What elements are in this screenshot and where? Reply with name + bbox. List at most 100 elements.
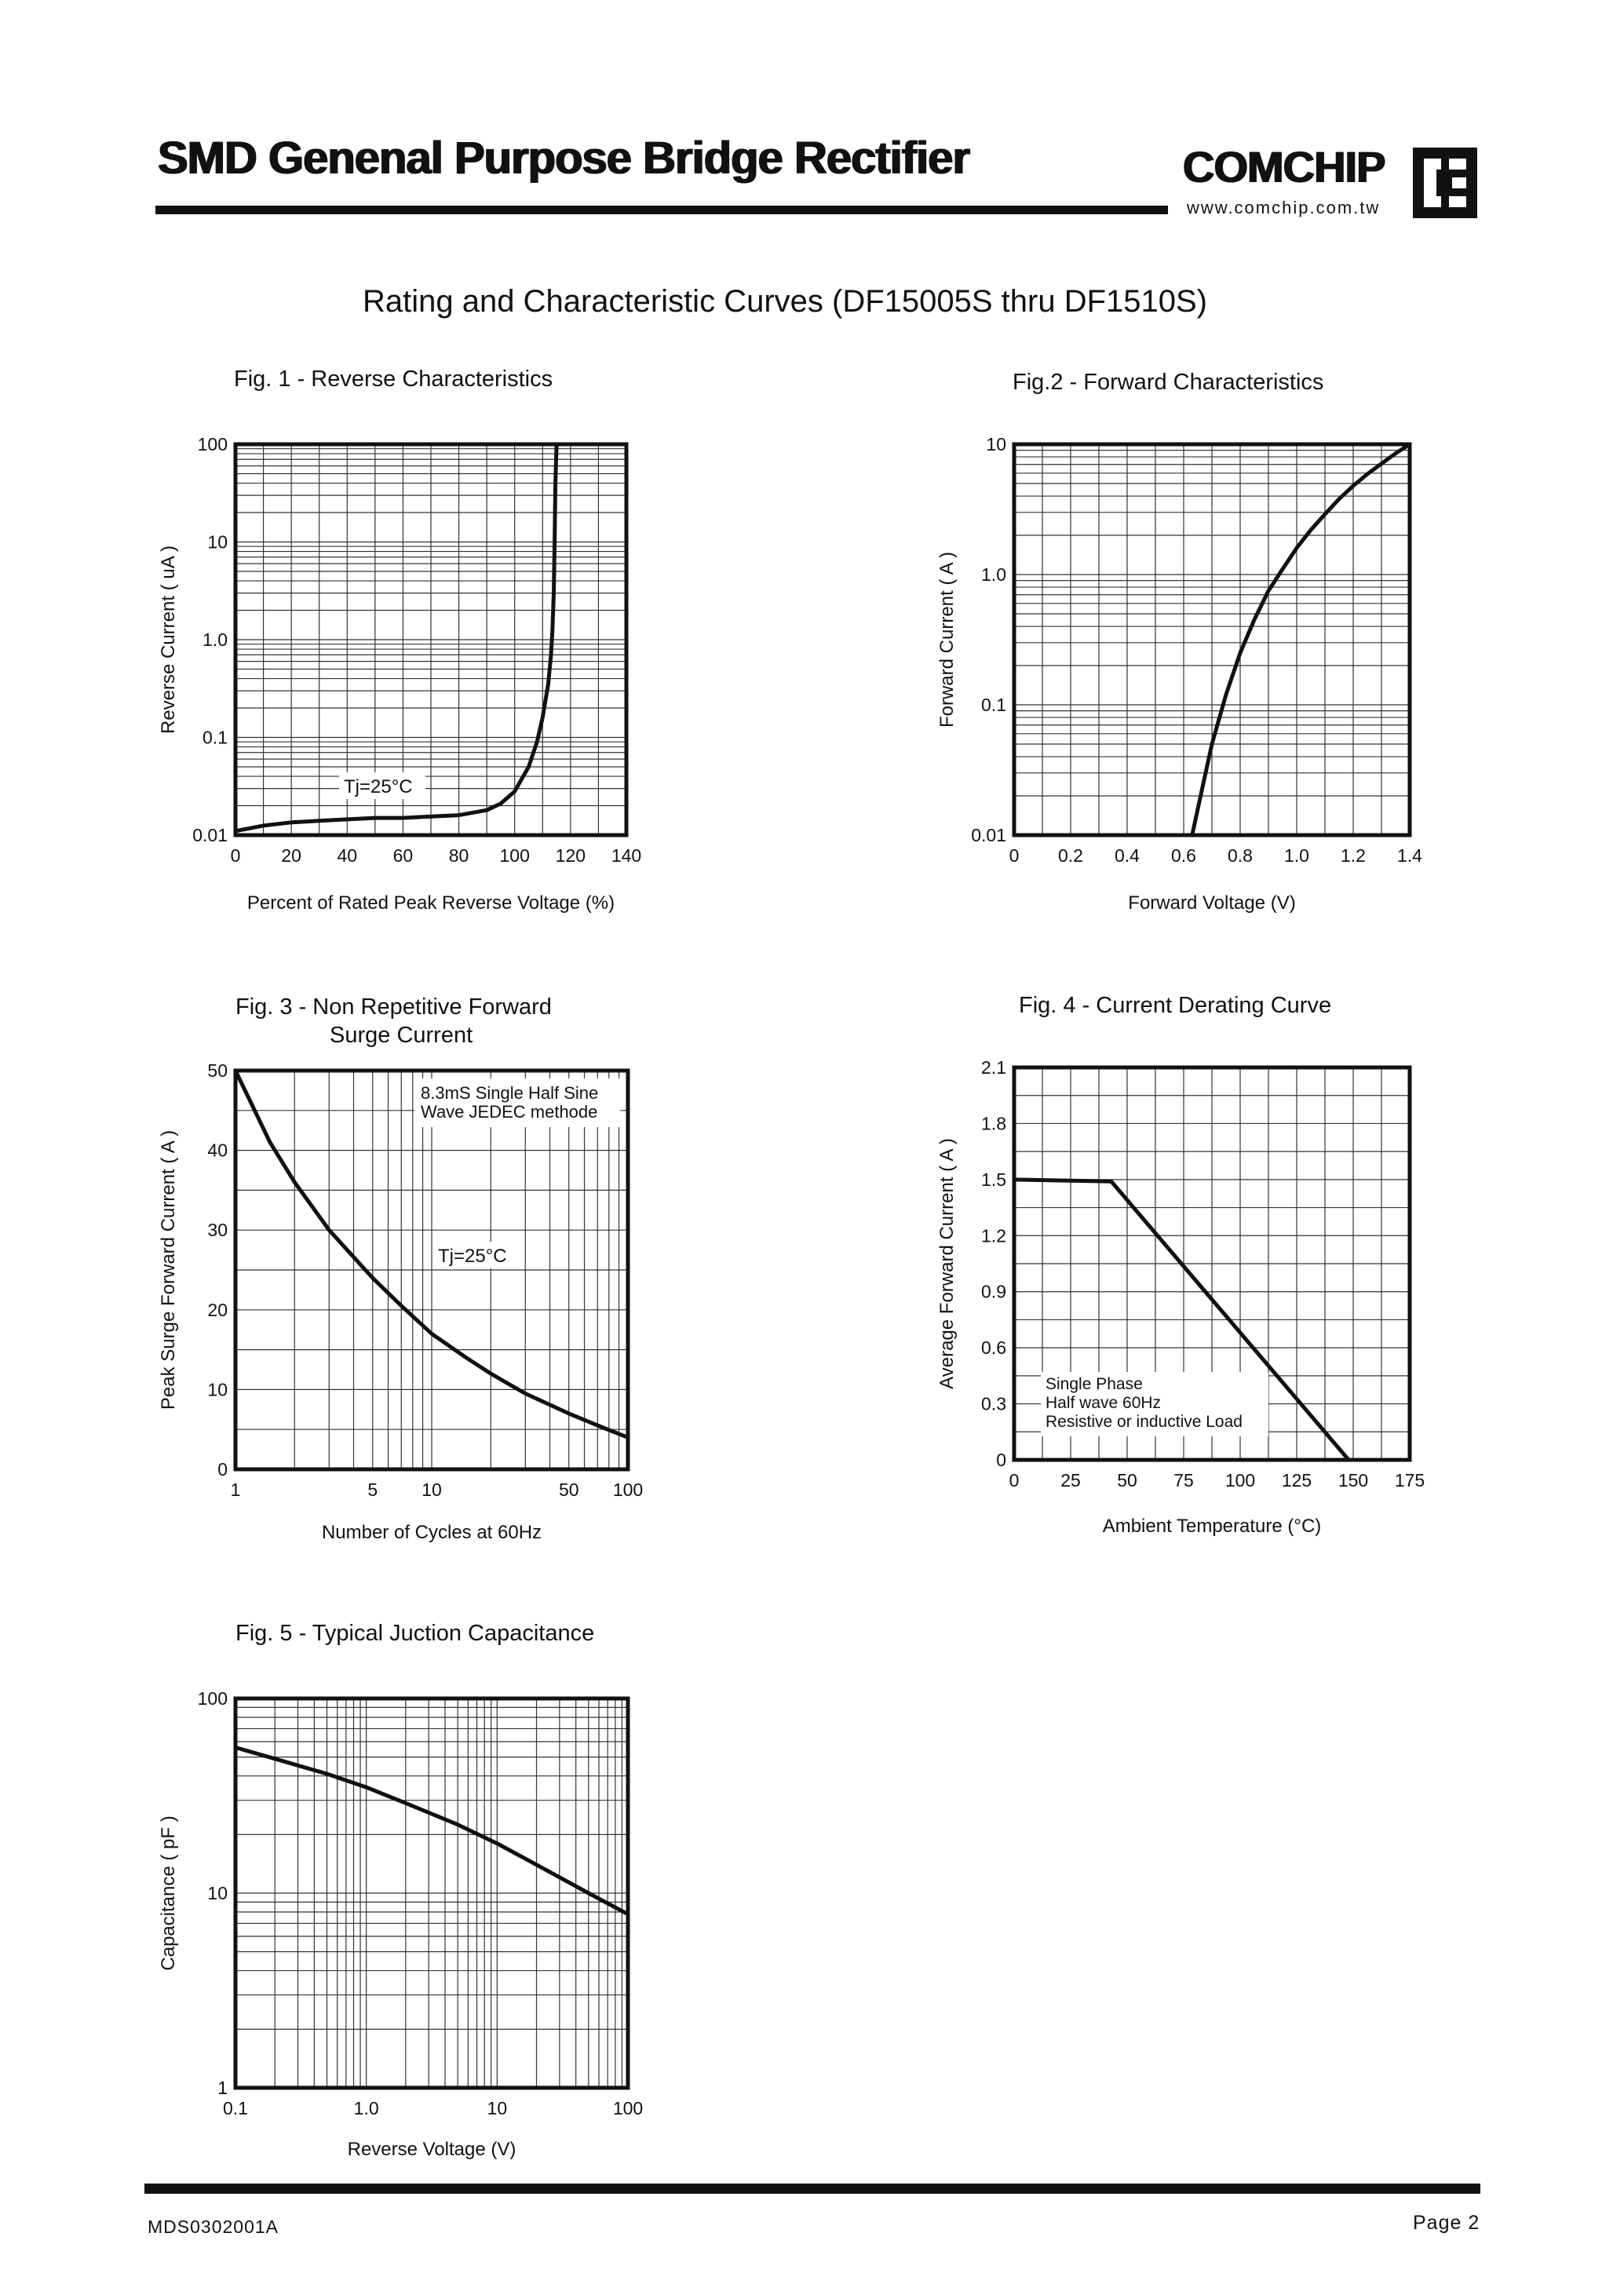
fig2-ytick-label: 0.1 xyxy=(981,695,1006,715)
document-title: SMD Genenal Purpose Bridge Rectifier xyxy=(157,133,969,184)
fig1-xtick-label: 0 xyxy=(231,845,241,866)
footer-rule xyxy=(144,2184,1480,2194)
fig3-ytick-label: 20 xyxy=(207,1300,228,1320)
fig1-ytick-label: 0.1 xyxy=(203,728,228,748)
fig5-ylabel: Capacitance ( pF ) xyxy=(158,1815,179,1970)
fig2-xtick-label: 1.4 xyxy=(1397,845,1422,866)
fig3-title: Fig. 3 - Non Repetitive Forward xyxy=(235,994,552,1020)
fig3-annotation-bg xyxy=(414,1078,620,1127)
fig4-frame xyxy=(1012,1065,1412,1462)
fig2-xtick-label: 0.2 xyxy=(1058,845,1083,866)
fig2-frame xyxy=(1012,442,1412,837)
fig3-ytick-label: 50 xyxy=(207,1060,228,1081)
fig4-xtick-label: 25 xyxy=(1060,1470,1081,1490)
fig3-annotation-line2: Wave JEDEC methode xyxy=(421,1102,597,1122)
fig1-grid xyxy=(235,443,627,836)
fig5-ytick-label: 1 xyxy=(217,2078,228,2098)
fig5-xtick-label: 10 xyxy=(487,2098,508,2118)
fig1-xtick-label: 60 xyxy=(393,845,414,866)
fig4-xtick-label: 75 xyxy=(1173,1470,1194,1490)
fig3-annotation-tj-bg xyxy=(433,1242,520,1268)
fig5-grid xyxy=(235,1698,629,2089)
fig1-title: Fig. 1 - Reverse Characteristics xyxy=(234,367,553,392)
page-number: Page 2 xyxy=(1413,2212,1480,2234)
fig4-xtick-label: 175 xyxy=(1395,1470,1425,1490)
fig3-xtick-label: 50 xyxy=(559,1480,579,1500)
fig2-xtick-label: 0.6 xyxy=(1171,845,1196,866)
fig4-xtick-label: 100 xyxy=(1225,1470,1255,1490)
fig4-xtick-label: 125 xyxy=(1282,1470,1312,1490)
comchip-ce-logo-icon xyxy=(1413,148,1477,218)
fig4-ytick-label: 2.1 xyxy=(981,1057,1006,1078)
fig5-ytick-label: 10 xyxy=(207,1883,228,1903)
fig2-xtick-label: 0.8 xyxy=(1228,845,1253,866)
fig3-ylabel: Peak Surge Forward Current ( A ) xyxy=(158,1130,179,1410)
fig1-ytick-label: 0.01 xyxy=(192,825,228,845)
fig4-title: Fig. 4 - Current Derating Curve xyxy=(1019,993,1331,1018)
fig1-ytick-label: 100 xyxy=(198,434,228,454)
fig5-frame xyxy=(233,1696,630,2090)
fig1-xtick-label: 120 xyxy=(556,845,586,866)
fig4-xtick-label: 150 xyxy=(1338,1470,1368,1490)
fig2-title: Fig.2 - Forward Characteristics xyxy=(1013,370,1323,395)
fig2-chart: Fig.2 - Forward Characteristics 0 0.2 0.4 0.… xyxy=(936,370,1422,914)
fig4-ytick-label: 1.5 xyxy=(981,1169,1006,1190)
fig1-annotation-tj: Tj=25°C xyxy=(344,776,413,797)
fig3-ytick-label: 10 xyxy=(207,1379,228,1399)
fig4-annotation-line1: Single Phase xyxy=(1046,1375,1143,1393)
page-heading: Rating and Characteristic Curves (DF1500… xyxy=(362,284,1208,319)
fig1-xtick-label: 140 xyxy=(611,845,641,866)
fig4-xtick-label: 50 xyxy=(1117,1470,1137,1490)
fig1-xtick-label: 20 xyxy=(281,845,301,866)
fig4-ytick-label: 1.8 xyxy=(981,1113,1006,1133)
fig4-series-line xyxy=(1013,1177,1351,1461)
fig4-ytick-label: 0.6 xyxy=(981,1337,1006,1358)
header-rule xyxy=(155,206,1168,214)
fig5-ytick-label: 100 xyxy=(198,1688,228,1709)
fig3-series-line xyxy=(233,1069,629,1439)
fig5-title: Fig. 5 - Typical Juction Capacitance xyxy=(235,1621,594,1646)
fig5-xtick-label: 0.1 xyxy=(223,2098,248,2118)
brand-name: COMCHIP xyxy=(1182,142,1385,192)
fig4-ytick-label: 0.3 xyxy=(981,1394,1006,1414)
fig3-annotation-tj: Tj=25°C xyxy=(438,1246,507,1267)
fig3-chart: Fig. 3 - Non Repetitive Forward Surge Cur… xyxy=(158,994,643,1543)
fig3-grid xyxy=(235,1070,629,1470)
fig3-annotation-line1: 8.3mS Single Half Sine xyxy=(421,1083,598,1103)
fig1-ytick-label: 1.0 xyxy=(203,629,228,650)
fig4-ytick-label: 0 xyxy=(996,1450,1006,1470)
fig5-xtick-label: 1.0 xyxy=(354,2098,379,2118)
fig4-ytick-label: 0.9 xyxy=(981,1282,1006,1302)
fig2-ytick-label: 1.0 xyxy=(981,564,1006,585)
fig2-ylabel: Forward Current ( A ) xyxy=(936,552,958,728)
fig3-xtick-label: 1 xyxy=(231,1480,241,1500)
document-code: MDS0302001A xyxy=(148,2217,279,2237)
fig1-xlabel: Percent of Rated Peak Reverse Voltage (%… xyxy=(247,892,615,914)
fig2-xtick-label: 1.2 xyxy=(1341,845,1366,866)
fig3-ytick-label: 0 xyxy=(217,1459,228,1480)
fig4-annotation-line3: Resistive or inductive Load xyxy=(1046,1413,1243,1431)
fig3-xtick-label: 10 xyxy=(422,1480,442,1500)
fig5-xlabel: Reverse Voltage (V) xyxy=(348,2139,516,2160)
fig3-xtick-label: 100 xyxy=(613,1480,643,1500)
fig4-annotation-bg xyxy=(1041,1372,1268,1436)
fig4-annotation-line2: Half wave 60Hz xyxy=(1046,1394,1161,1412)
fig1-xtick-label: 40 xyxy=(337,845,357,866)
fig1-xtick-label: 100 xyxy=(500,845,530,866)
fig3-title-line2: Surge Current xyxy=(330,1023,473,1048)
fig2-xtick-label: 0 xyxy=(1009,845,1020,866)
fig2-ytick-label: 0.01 xyxy=(971,825,1006,845)
fig4-ytick-label: 1.2 xyxy=(981,1225,1006,1246)
fig1-xtick-label: 80 xyxy=(449,845,469,866)
fig2-xlabel: Forward Voltage (V) xyxy=(1128,892,1295,914)
fig2-xtick-label: 0.4 xyxy=(1115,845,1140,866)
fig1-frame xyxy=(233,442,629,837)
fig4-ylabel: Average Forward Current ( A ) xyxy=(936,1138,958,1389)
fig4-xtick-label: 0 xyxy=(1009,1470,1020,1490)
fig4-chart: Fig. 4 - Current Derating Curve 0 25 50 75 10… xyxy=(936,993,1425,1537)
fig5-series-line xyxy=(235,1745,630,1917)
fig1-ytick-label: 10 xyxy=(207,532,228,553)
fig1-chart: Fig. 1 - Reverse Characteristics 0 20 40 60 8… xyxy=(158,367,641,914)
fig1-series-line xyxy=(235,443,559,834)
fig3-ytick-label: 30 xyxy=(207,1220,228,1240)
